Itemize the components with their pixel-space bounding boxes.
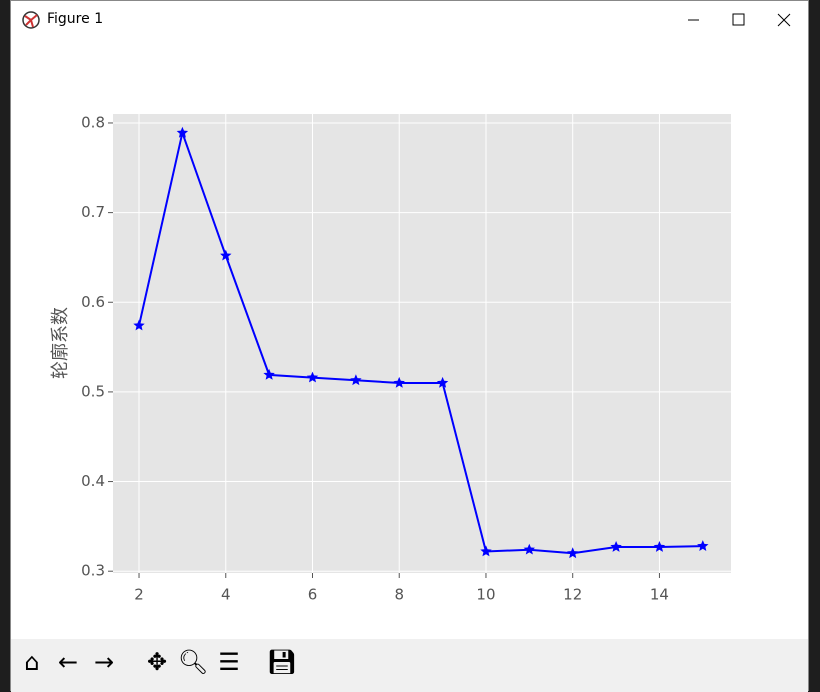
x-tick-label: 2 — [134, 586, 144, 602]
y-tick-label: 0.7 — [81, 203, 105, 221]
figure-window: Figure 1 0.3 0.4 0.5 0.6 0.7 0.8 2 4 6 8 10 12 14 轮廓系… — [10, 0, 809, 692]
star-marker — [393, 376, 405, 388]
star-marker — [176, 126, 189, 138]
x-tick-label: 12 — [563, 586, 582, 602]
y-tick-label: 0.3 — [81, 562, 105, 580]
window-controls[interactable] — [668, 1, 808, 39]
title-bar: Figure 1 — [11, 1, 808, 39]
series-line — [138, 129, 703, 555]
star-marker — [263, 368, 275, 380]
forward-button[interactable]: → — [93, 648, 115, 676]
save-button[interactable]: 💾︎ — [266, 648, 298, 676]
home-button[interactable]: ⌂ — [24, 648, 40, 676]
maximize[interactable] — [732, 13, 745, 26]
zoom-button[interactable]: 🔍︎ — [177, 648, 209, 676]
star-marker — [567, 547, 579, 559]
pan-button[interactable]: ✥ — [146, 648, 168, 676]
star-marker — [697, 540, 709, 551]
close[interactable] — [777, 13, 791, 27]
x-tick-label: 14 — [650, 586, 669, 602]
star-marker — [480, 545, 492, 557]
x-tick-label: 8 — [394, 586, 404, 602]
back-button[interactable]: ← — [57, 648, 79, 676]
window-title: Figure 1 — [47, 11, 104, 27]
x-tick-label: 6 — [308, 586, 318, 602]
x-tick-label: 10 — [476, 586, 495, 602]
configure-button[interactable]: ☰ — [218, 648, 240, 676]
star-marker — [306, 371, 319, 383]
star-marker — [133, 319, 145, 331]
y-tick-label: 0.5 — [81, 382, 105, 400]
app-icon — [22, 11, 40, 29]
plot-area — [113, 114, 731, 573]
toolbar: ⌂ ← → ✥ 🔍︎ ☰ 💾︎ — [11, 639, 808, 692]
x-tick-label: 4 — [221, 586, 231, 602]
star-marker — [220, 249, 232, 261]
y-tick-label: 0.8 — [81, 113, 105, 131]
star-marker — [436, 376, 449, 388]
y-tick-label: 0.6 — [81, 293, 105, 311]
star-marker — [610, 541, 622, 552]
star-marker — [350, 374, 362, 386]
y-axis-label: 轮廓系数 — [50, 307, 71, 379]
y-tick-label: 0.4 — [81, 472, 105, 490]
star-marker — [653, 541, 666, 552]
star-marker — [523, 543, 535, 555]
